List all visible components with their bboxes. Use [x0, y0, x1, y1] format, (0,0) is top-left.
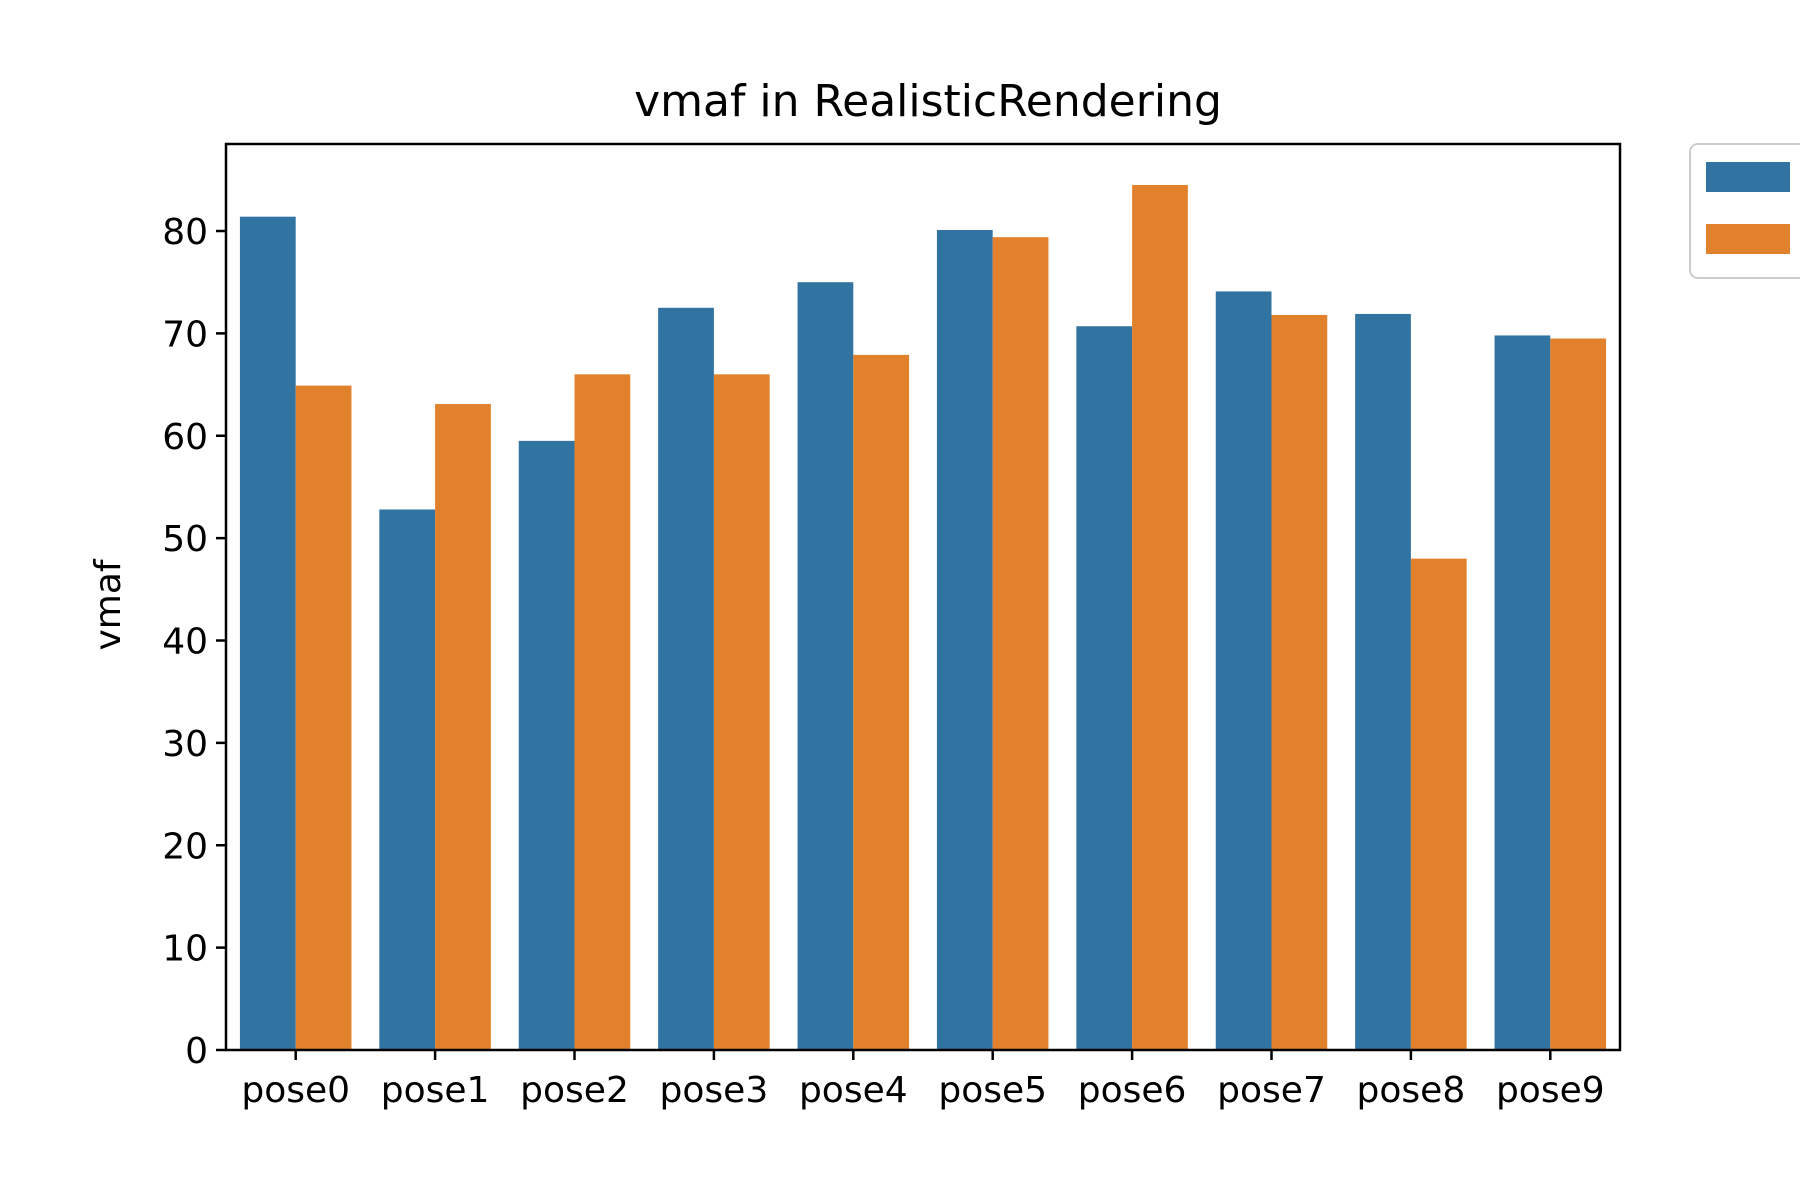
- x-tick-label-pose9: pose9: [1496, 1070, 1605, 1111]
- x-tick-label-pose5: pose5: [938, 1070, 1047, 1111]
- x-tick-label-pose7: pose7: [1217, 1070, 1326, 1111]
- bar-series2-pose7: [1271, 314, 1328, 1050]
- bar-series1-pose8: [1355, 313, 1411, 1051]
- y-tick-label: 60: [162, 417, 208, 458]
- x-tick-label-pose1: pose1: [381, 1070, 490, 1111]
- legend-swatch-series2: [1706, 224, 1790, 254]
- bar-series1-pose3: [658, 307, 714, 1050]
- y-tick-label: 10: [162, 929, 208, 970]
- x-tick-label-pose2: pose2: [520, 1070, 629, 1111]
- y-tick-label: 70: [162, 314, 208, 355]
- y-tick-label: 50: [162, 519, 208, 560]
- bar-series1-pose4: [797, 282, 854, 1051]
- x-tick-label-pose4: pose4: [799, 1070, 908, 1111]
- x-axis-ticks: pose0 pose1 pose2 pose3 pose4 pose5 pose6 pose7…: [241, 1050, 1605, 1111]
- bar-series1-pose2: [518, 440, 575, 1050]
- y-axis-label: vmaf: [88, 558, 129, 650]
- bar-series2-pose3: [713, 374, 770, 1050]
- bar-series2-pose0: [295, 385, 352, 1051]
- bar-series2-pose6: [1132, 184, 1188, 1050]
- bar-series2-pose5: [992, 237, 1049, 1051]
- y-tick-label: 20: [162, 826, 208, 867]
- bar-series2-pose9: [1550, 338, 1607, 1050]
- plot-frame: [224, 142, 1622, 1052]
- chart-title: vmaf in RealisticRendering: [634, 76, 1222, 127]
- bar-series1-pose6: [1076, 326, 1133, 1050]
- bar-series1-pose1: [379, 509, 436, 1050]
- y-axis-ticks: 0 10 20 30 40 50 60 70 80: [162, 212, 226, 1072]
- x-tick-label-pose8: pose8: [1357, 1070, 1466, 1111]
- bar-series2-pose2: [574, 374, 631, 1050]
- legend-swatch-series1: [1706, 162, 1790, 192]
- bar-series1-pose0: [239, 216, 296, 1050]
- bar-series1-pose7: [1215, 291, 1272, 1050]
- y-tick-label: 30: [162, 724, 208, 765]
- y-tick-label: 80: [162, 212, 208, 253]
- x-tick-label-pose0: pose0: [241, 1070, 350, 1111]
- bar-series1-pose9: [1494, 335, 1551, 1051]
- bar-series2-pose4: [853, 354, 910, 1050]
- x-tick-label-pose6: pose6: [1078, 1070, 1187, 1111]
- bar-series2-pose8: [1410, 558, 1467, 1050]
- bars-group: [239, 184, 1607, 1051]
- y-tick-label: 40: [162, 622, 208, 663]
- legend: [1689, 143, 1800, 279]
- x-tick-label-pose3: pose3: [660, 1070, 769, 1111]
- bar-series2-pose1: [435, 404, 491, 1051]
- bar-series1-pose5: [936, 229, 993, 1050]
- y-tick-label: 0: [185, 1031, 208, 1072]
